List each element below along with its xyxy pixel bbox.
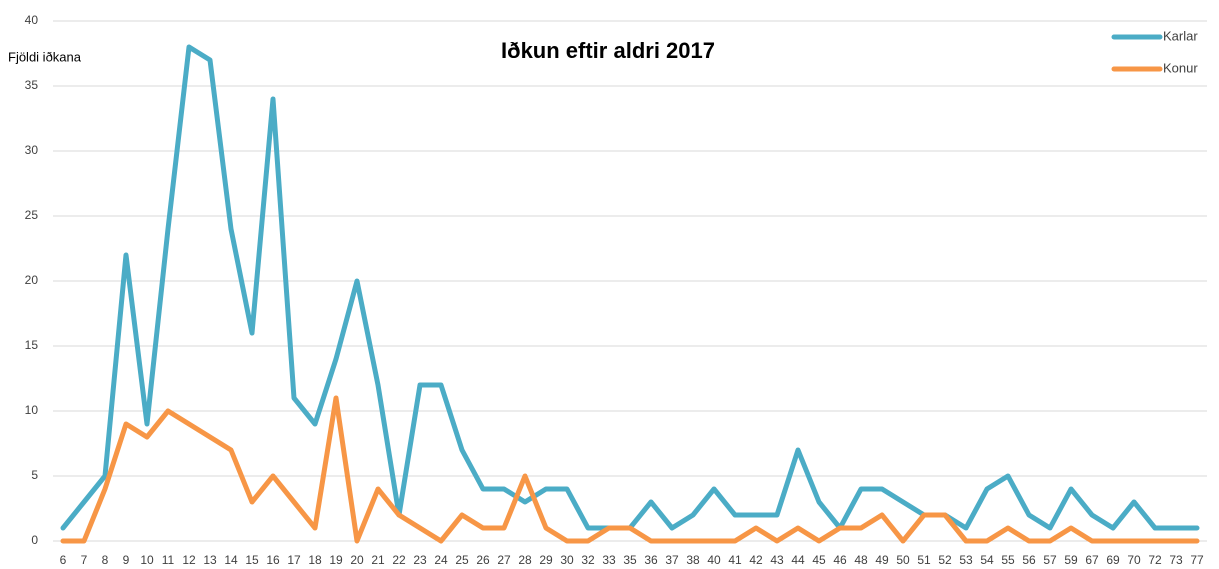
x-tick-label: 15: [245, 553, 259, 567]
x-tick-label: 54: [980, 553, 994, 567]
y-tick-label: 0: [31, 533, 38, 547]
x-tick-label: 36: [644, 553, 658, 567]
x-tick-label: 20: [350, 553, 364, 567]
x-tick-label: 59: [1064, 553, 1078, 567]
x-tick-label: 51: [917, 553, 931, 567]
y-tick-label: 15: [25, 338, 39, 352]
x-tick-label: 73: [1169, 553, 1183, 567]
legend-label: Karlar: [1163, 28, 1198, 43]
x-tick-label: 22: [392, 553, 406, 567]
x-tick-label: 13: [203, 553, 217, 567]
x-tick-label: 57: [1043, 553, 1057, 567]
x-tick-label: 56: [1022, 553, 1036, 567]
y-tick-label: 40: [25, 13, 39, 27]
x-tick-label: 40: [707, 553, 721, 567]
x-tick-label: 23: [413, 553, 427, 567]
x-tick-label: 19: [329, 553, 343, 567]
y-tick-label: 35: [25, 78, 39, 92]
legend-label: Konur: [1163, 60, 1198, 75]
x-tick-label: 45: [812, 553, 826, 567]
y-tick-label: 10: [25, 403, 39, 417]
x-tick-label: 38: [686, 553, 700, 567]
x-tick-label: 18: [308, 553, 322, 567]
x-tick-label: 70: [1127, 553, 1141, 567]
x-tick-label: 27: [497, 553, 511, 567]
x-tick-label: 55: [1001, 553, 1015, 567]
x-tick-label: 32: [581, 553, 595, 567]
x-tick-label: 37: [665, 553, 679, 567]
x-tick-label: 16: [266, 553, 280, 567]
x-tick-label: 26: [476, 553, 490, 567]
x-tick-label: 29: [539, 553, 553, 567]
x-tick-label: 12: [182, 553, 196, 567]
x-tick-label: 11: [162, 553, 175, 567]
x-tick-label: 35: [623, 553, 637, 567]
y-tick-label: 25: [25, 208, 39, 222]
chart-title: Iðkun eftir aldri 2017: [501, 38, 715, 63]
x-tick-label: 46: [833, 553, 847, 567]
x-tick-label: 52: [938, 553, 952, 567]
series-line: [60, 395, 1200, 544]
x-tick-label: 67: [1085, 553, 1099, 567]
x-tick-label: 44: [791, 553, 805, 567]
x-tick-label: 28: [518, 553, 532, 567]
y-tick-label: 20: [25, 273, 39, 287]
x-tick-label: 6: [60, 553, 67, 567]
x-tick-label: 30: [560, 553, 574, 567]
x-tick-label: 33: [602, 553, 616, 567]
x-tick-label: 17: [287, 553, 301, 567]
x-tick-label: 10: [140, 553, 154, 567]
x-tick-label: 41: [728, 553, 742, 567]
x-tick-label: 69: [1106, 553, 1120, 567]
x-tick-label: 9: [123, 553, 130, 567]
x-tick-label: 48: [854, 553, 868, 567]
x-tick-label: 21: [371, 553, 385, 567]
x-tick-label: 8: [102, 553, 109, 567]
x-tick-label: 77: [1190, 553, 1204, 567]
x-tick-label: 24: [434, 553, 448, 567]
x-tick-label: 50: [896, 553, 910, 567]
x-tick-label: 72: [1148, 553, 1162, 567]
y-tick-label: 30: [25, 143, 39, 157]
x-tick-label: 7: [81, 553, 88, 567]
x-tick-label: 14: [224, 553, 238, 567]
x-tick-label: 25: [455, 553, 469, 567]
x-tick-label: 43: [770, 553, 784, 567]
y-tick-label: 5: [31, 468, 38, 482]
x-tick-label: 42: [749, 553, 763, 567]
x-tick-label: 49: [875, 553, 889, 567]
x-tick-label: 53: [959, 553, 973, 567]
y-axis-label: Fjöldi iðkana: [8, 49, 82, 64]
